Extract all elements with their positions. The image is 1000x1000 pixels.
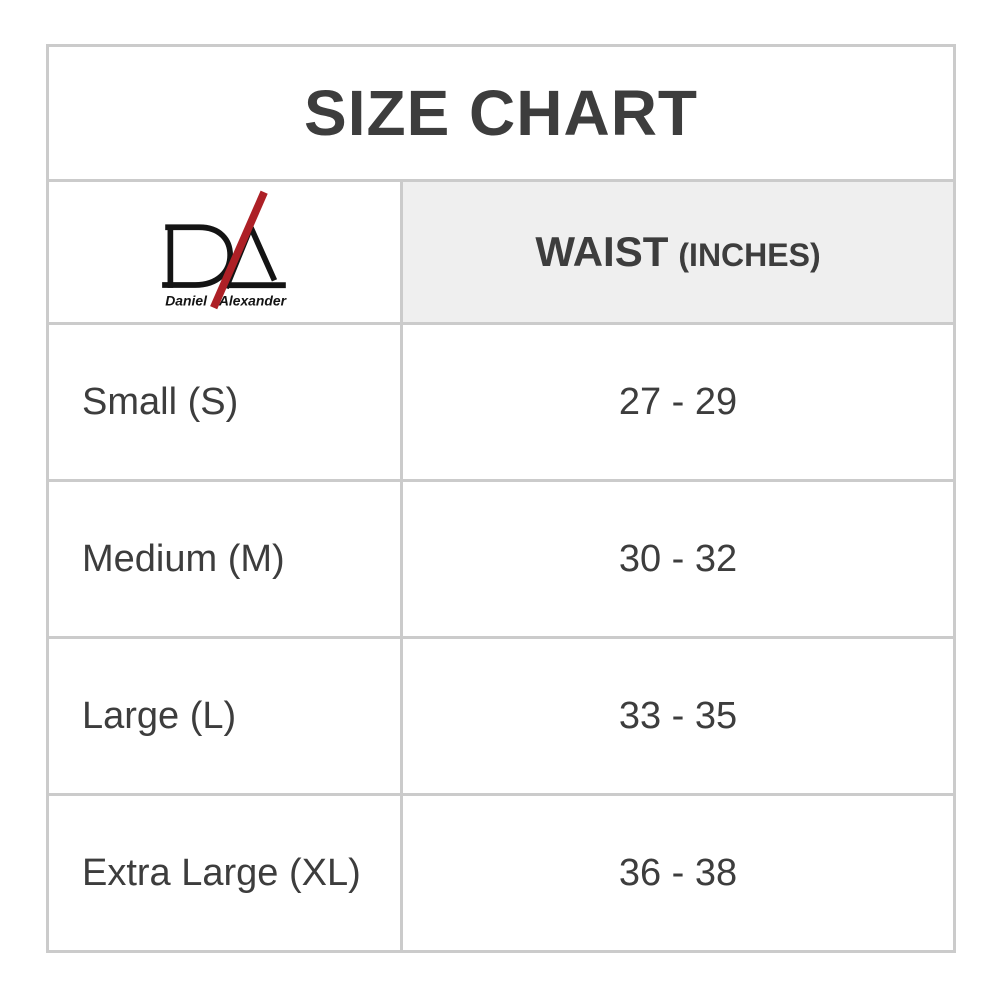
table-row-large: Large (L) 33 - 35 bbox=[46, 636, 956, 797]
waist-value-medium: 30 - 32 bbox=[400, 479, 956, 640]
page-title: SIZE CHART bbox=[46, 44, 956, 182]
daniel-alexander-logo-icon: Daniel Alexander bbox=[161, 190, 287, 310]
logo-letter-d-bowl bbox=[161, 224, 233, 288]
size-label-extra-large: Extra Large (XL) bbox=[46, 793, 403, 953]
brand-last-name: Alexander bbox=[217, 293, 287, 309]
table-row-small: Small (S) 27 - 29 bbox=[46, 322, 956, 483]
waist-column-header: WAIST (INCHES) bbox=[400, 178, 956, 326]
title-row: SIZE CHART bbox=[46, 44, 956, 182]
size-label-medium: Medium (M) bbox=[46, 479, 403, 640]
size-label-large: Large (L) bbox=[46, 636, 403, 797]
logo-red-slash bbox=[209, 190, 268, 310]
brand-logo-cell: Daniel Alexander bbox=[46, 178, 403, 326]
size-chart-table: SIZE CHART Daniel Alexan bbox=[46, 44, 956, 953]
size-label-small: Small (S) bbox=[46, 322, 403, 483]
waist-header-unit: (INCHES) bbox=[678, 236, 821, 273]
table-row-medium: Medium (M) 30 - 32 bbox=[46, 479, 956, 640]
table-row-extra-large: Extra Large (XL) 36 - 38 bbox=[46, 793, 956, 953]
size-chart-container: SIZE CHART Daniel Alexan bbox=[46, 44, 956, 953]
waist-value-small: 27 - 29 bbox=[400, 322, 956, 483]
waist-header-label: WAIST bbox=[535, 227, 669, 275]
brand-first-name: Daniel bbox=[165, 293, 208, 309]
waist-value-large: 33 - 35 bbox=[400, 636, 956, 797]
waist-value-extra-large: 36 - 38 bbox=[400, 793, 956, 953]
header-row: Daniel Alexander WAIST (INCHES) bbox=[46, 178, 956, 326]
